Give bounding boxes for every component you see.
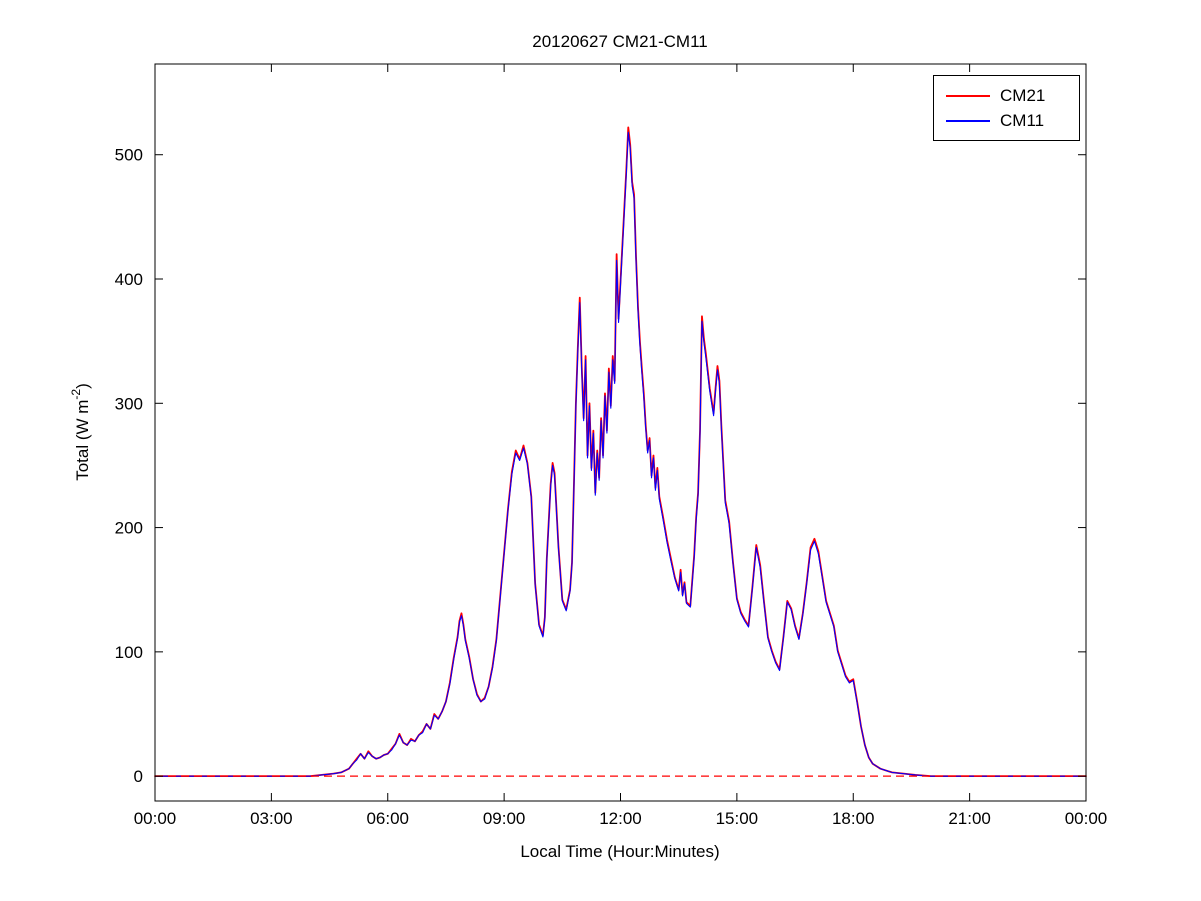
cm11-line-sample xyxy=(946,119,990,122)
chart-title: 20120627 CM21-CM11 xyxy=(532,32,707,51)
x-tick-label: 00:00 xyxy=(134,809,177,828)
y-axis-label-close: ) xyxy=(73,383,92,389)
plot-background xyxy=(155,64,1086,801)
y-tick-label: 400 xyxy=(115,270,143,289)
x-tick-label: 21:00 xyxy=(948,809,991,828)
x-axis-label: Local Time (Hour:Minutes) xyxy=(520,842,719,861)
x-tick-label: 15:00 xyxy=(716,809,759,828)
y-axis-label: Total (W m-2) xyxy=(69,383,92,481)
x-tick-label: 00:00 xyxy=(1065,809,1108,828)
x-tick-label: 09:00 xyxy=(483,809,526,828)
axes-layer: 00:00 03:00 06:00 09:00 12:00 15:00 18:00 21:00… xyxy=(115,63,1108,828)
y-tick-label: 500 xyxy=(115,146,143,165)
y-tick-label: 0 xyxy=(134,767,143,786)
y-tick-label: 300 xyxy=(115,394,143,413)
y-tick-label: 200 xyxy=(115,519,143,538)
legend-entry-cm21: CM21 xyxy=(934,83,1079,108)
cm21-line-sample xyxy=(946,94,990,97)
x-tick-label: 18:00 xyxy=(832,809,875,828)
x-tick-label: 12:00 xyxy=(599,809,642,828)
y-axis-label-superscript: -2 xyxy=(69,389,83,400)
y-axis-label-base: Total (W m xyxy=(73,400,92,481)
legend: CM21 CM11 xyxy=(933,75,1080,141)
series-line-cm11 xyxy=(154,131,1087,777)
legend-label-cm21: CM21 xyxy=(1000,86,1046,105)
y-tick-label: 100 xyxy=(115,643,143,662)
x-tick-label: 03:00 xyxy=(250,809,293,828)
x-tick-label: 06:00 xyxy=(366,809,409,828)
legend-label-cm11: CM11 xyxy=(1000,111,1045,130)
legend-entry-cm11: CM11 xyxy=(934,108,1079,133)
